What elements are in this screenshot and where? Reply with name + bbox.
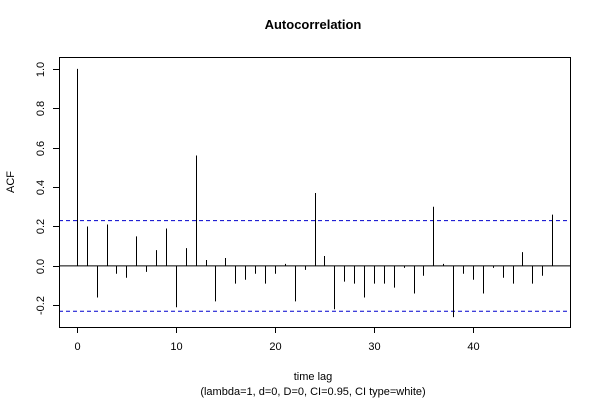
x-axis-label: time lag <box>294 371 333 383</box>
x-axis-sublabel: (lambda=1, d=0, D=0, CI=0.95, CI type=wh… <box>200 386 425 398</box>
x-tick-label: 40 <box>467 341 479 353</box>
chart-title: Autocorrelation <box>265 17 362 32</box>
y-tick-label: 1.0 <box>35 62 47 77</box>
y-tick-label: 0.4 <box>35 180 47 195</box>
y-axis-label: ACF <box>5 171 17 193</box>
y-tick-label: 0.6 <box>35 141 47 156</box>
y-tick-label: 0.0 <box>35 259 47 274</box>
x-tick-label: 0 <box>74 341 80 353</box>
y-tick-label: 0.8 <box>35 101 47 116</box>
x-tick-label: 20 <box>269 341 281 353</box>
plot-frame <box>59 57 571 328</box>
x-tick-label: 10 <box>170 341 182 353</box>
x-tick-label: 30 <box>368 341 380 353</box>
plot-area: 0 10 20 30 40 -0.2 0.0 0.2 0.4 0.6 0.8 1.0 <box>35 57 571 353</box>
y-tick-label: 0.2 <box>35 219 47 234</box>
y-tick-label: -0.2 <box>35 296 47 315</box>
